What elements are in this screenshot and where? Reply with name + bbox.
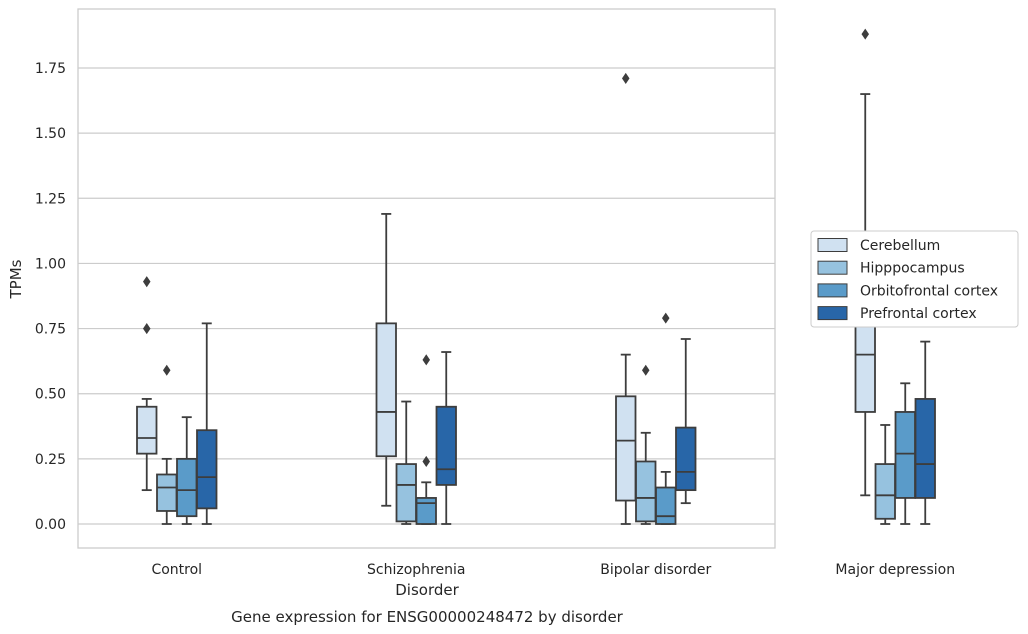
y-tick-label-0: 0.00 (35, 517, 66, 533)
legend-label-0: Cerebellum (860, 238, 940, 254)
box-0-1 (156, 364, 178, 525)
box-body (914, 398, 936, 499)
box-body (435, 405, 457, 486)
box-1-1 (395, 400, 417, 525)
x-tick-label-0: Control (151, 562, 202, 578)
box-body (874, 463, 896, 520)
box-0-2 (176, 416, 198, 525)
y-axis-label: TPMs (7, 259, 25, 299)
y-tick-label-6: 1.50 (35, 126, 66, 142)
box-body (415, 497, 437, 525)
box-2-0 (615, 72, 637, 525)
box-body (655, 486, 677, 525)
outlier-point-0 (861, 28, 870, 40)
box-2-2 (655, 312, 677, 525)
outlier-point-0 (641, 364, 650, 376)
outlier-point-1 (422, 354, 431, 366)
y-tick-label-7: 1.75 (35, 61, 66, 77)
box-1-2 (415, 354, 437, 525)
box-2-3 (675, 338, 697, 505)
outlier-point-0 (422, 455, 431, 467)
box-body (894, 411, 916, 499)
box-1-0 (375, 213, 397, 507)
box-body (615, 395, 637, 502)
legend-swatch-1 (817, 260, 848, 275)
box-body (156, 473, 178, 512)
outlier-point-0 (661, 312, 670, 324)
y-tick-label-4: 1.00 (35, 256, 66, 272)
x-tick-labels: Control Schizophrenia Bipolar disorder Majo… (151, 562, 955, 578)
box-series (136, 28, 936, 525)
outlier-point-0 (142, 323, 151, 335)
box-0-3 (196, 322, 218, 525)
box-body (635, 460, 657, 523)
box-body (375, 322, 397, 458)
y-tick-labels: 0.00 0.25 0.50 0.75 1.00 1.25 1.50 1.75 (35, 61, 66, 533)
box-body (176, 457, 198, 518)
y-tick-label-3: 0.75 (35, 322, 66, 338)
plot-frame (77, 8, 776, 549)
box-body (675, 426, 697, 492)
legend-label-2: Orbitofrontal cortex (860, 283, 998, 299)
box-0-0 (136, 276, 158, 492)
legend-label-3: Prefrontal cortex (860, 306, 977, 322)
legend-swatch-3 (817, 306, 848, 321)
legend-label-1: Hipppocampus (860, 261, 965, 277)
box-body (196, 429, 218, 510)
x-axis-label: Disorder (395, 581, 459, 599)
legend-frame (810, 230, 1019, 328)
outlier-point-1 (142, 276, 151, 288)
x-tick-label-3: Major depression (835, 562, 955, 578)
legend-swatch-2 (817, 283, 848, 298)
legend: Cerebellum Hipppocampus Orbitofrontal cort… (810, 230, 1019, 328)
box-3-2 (894, 382, 916, 525)
outlier-point-0 (621, 72, 630, 84)
box-3-1 (874, 424, 896, 525)
box-body (136, 405, 158, 455)
box-1-3 (435, 351, 457, 525)
x-tick-label-2: Bipolar disorder (600, 562, 711, 578)
y-tick-label-5: 1.25 (35, 191, 66, 207)
y-tick-label-2: 0.50 (35, 387, 66, 403)
chart-caption: Gene expression for ENSG00000248472 by d… (231, 608, 624, 626)
box-body (395, 463, 417, 523)
outlier-point-0 (162, 364, 171, 376)
box-2-1 (635, 364, 657, 525)
y-tick-label-1: 0.25 (35, 452, 66, 468)
x-tick-label-1: Schizophrenia (367, 562, 465, 578)
legend-swatch-0 (817, 238, 848, 252)
box-3-3 (914, 340, 936, 525)
